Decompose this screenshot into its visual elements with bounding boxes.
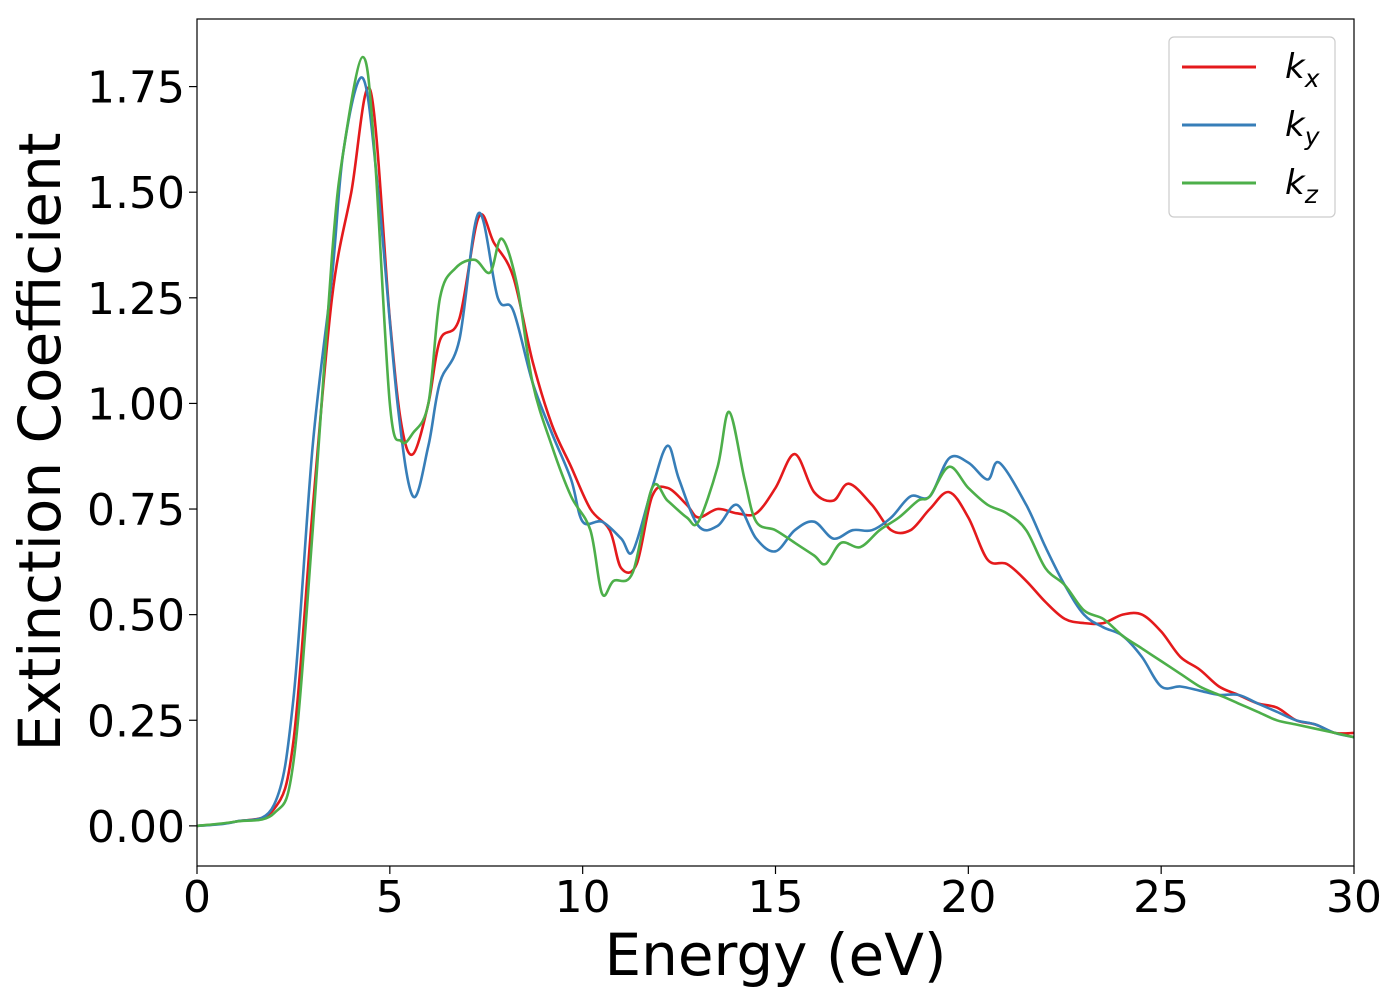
series-line-ky: [196, 76, 1355, 828]
x-tick-label: 10: [555, 872, 611, 923]
legend-subscript: x: [1304, 64, 1320, 93]
y-tick-label: 0.75: [87, 485, 185, 536]
x-tick-label: 0: [183, 872, 211, 923]
y-tick-label: 1.50: [87, 168, 185, 219]
y-tick-label: 1.25: [87, 274, 185, 325]
x-tick-label: 5: [376, 872, 404, 923]
y-tick-label: 1.00: [87, 379, 185, 430]
y-axis-ticks: 0.00 0.25 0.50 0.75 1.00 1.25 1.50 1.75: [87, 63, 197, 853]
y-tick-label: 0.50: [87, 591, 185, 642]
x-axis-label: Energy (eV): [604, 921, 946, 989]
x-tick-label: 30: [1326, 872, 1382, 923]
x-tick-label: 25: [1133, 872, 1189, 923]
series-lines: [196, 55, 1355, 828]
series-line-kz: [196, 55, 1355, 828]
legend-box: [1168, 36, 1336, 218]
x-tick-label: 15: [748, 872, 804, 923]
x-tick-label: 20: [940, 872, 996, 923]
y-tick-label: 1.75: [87, 63, 185, 114]
legend-subscript: z: [1304, 180, 1319, 209]
y-tick-label: 0.25: [87, 696, 185, 747]
y-axis-label: Extinction Coefficient: [6, 133, 74, 752]
legend-subscript: y: [1304, 122, 1321, 151]
y-tick-label: 0.00: [87, 802, 185, 853]
x-axis-ticks: 0 5 10 15 20 25 30: [183, 866, 1382, 923]
